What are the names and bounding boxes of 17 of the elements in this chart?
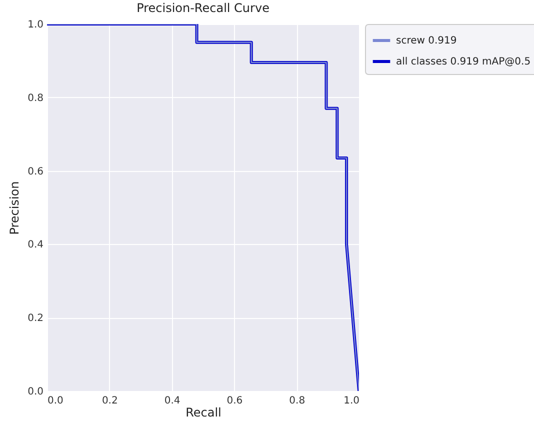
- chart-title: Precision-Recall Curve: [136, 1, 270, 15]
- y-axis-title: Precision: [8, 181, 22, 235]
- y-tick-label: 1.0: [28, 20, 44, 30]
- y-tick-label: 0.0: [28, 386, 44, 398]
- x-axis-title: Recall: [186, 406, 222, 420]
- legend-label: screw 0.919: [396, 36, 457, 46]
- y-tick-label: 0.4: [28, 240, 44, 251]
- y-tick-label: 0.6: [28, 166, 44, 178]
- y-tick-label: 0.8: [28, 92, 44, 104]
- x-tick-label: 0.6: [226, 396, 243, 406]
- x-tick-label: 1.0: [344, 396, 360, 406]
- x-tick-label: 0.8: [289, 396, 306, 406]
- x-tick-label: 0.2: [102, 396, 118, 406]
- legend-label: all classes 0.919 mAP@0.5: [396, 56, 531, 68]
- y-tick-label: 0.2: [28, 313, 44, 324]
- x-tick-label: 0.4: [164, 396, 180, 406]
- x-tick-label: 0.0: [48, 396, 64, 406]
